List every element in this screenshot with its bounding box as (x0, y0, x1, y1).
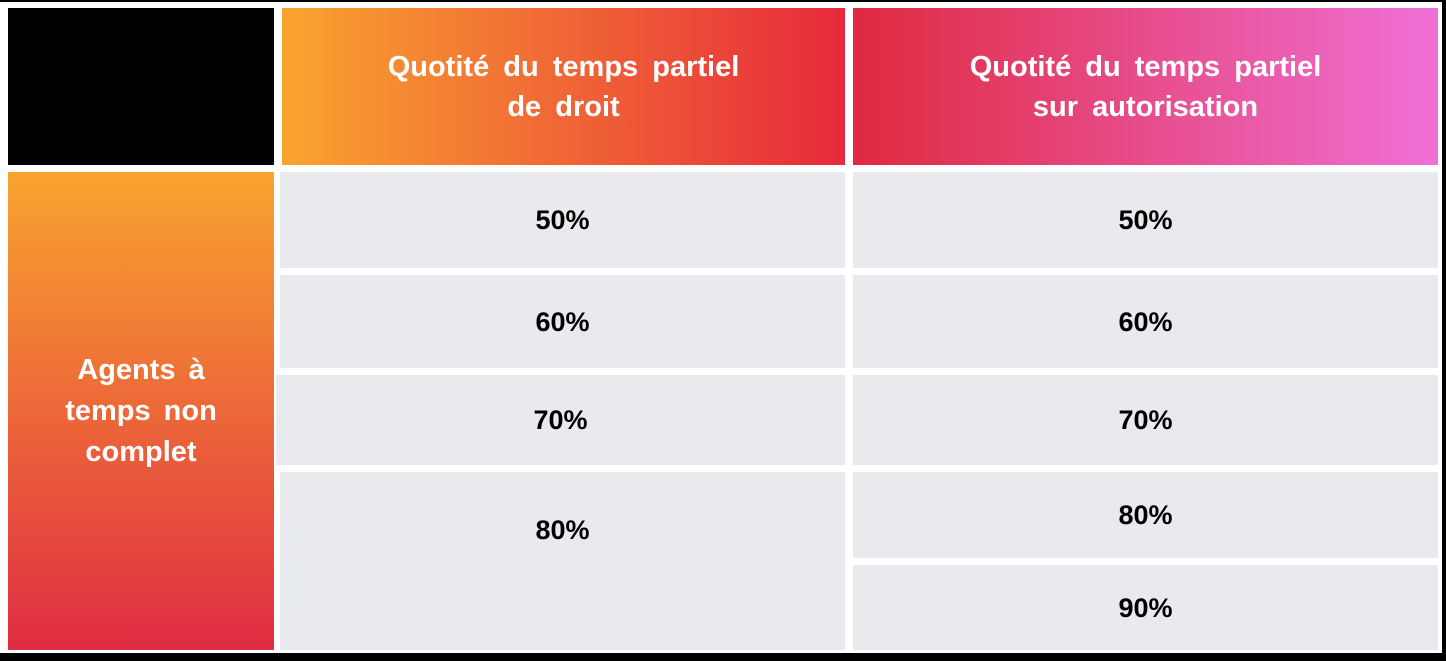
corner-cell (8, 8, 274, 165)
cell-droit-60: 60% (280, 275, 845, 368)
cell-autorisation-50: 50% (853, 172, 1438, 268)
cell-autorisation-80: 80% (853, 472, 1438, 558)
cell-autorisation-90: 90% (853, 565, 1438, 650)
cell-droit-50: 50% (280, 172, 845, 268)
frame-border-top (0, 0, 1446, 2)
cell-droit-70: 70% (276, 375, 845, 465)
row-group-header-agents-temps-non-complet: Agents à temps non complet (8, 172, 274, 650)
cell-droit-80: 80% (280, 472, 845, 650)
frame-border-right (1442, 0, 1446, 661)
header-quotite-temps-partiel-droit: Quotité du temps partiel de droit (282, 8, 845, 165)
frame-border-bottom (0, 653, 1446, 661)
cell-autorisation-70: 70% (853, 375, 1438, 465)
cell-autorisation-60: 60% (853, 275, 1438, 368)
header-quotite-temps-partiel-autorisation: Quotité du temps partiel sur autorisatio… (853, 8, 1438, 165)
